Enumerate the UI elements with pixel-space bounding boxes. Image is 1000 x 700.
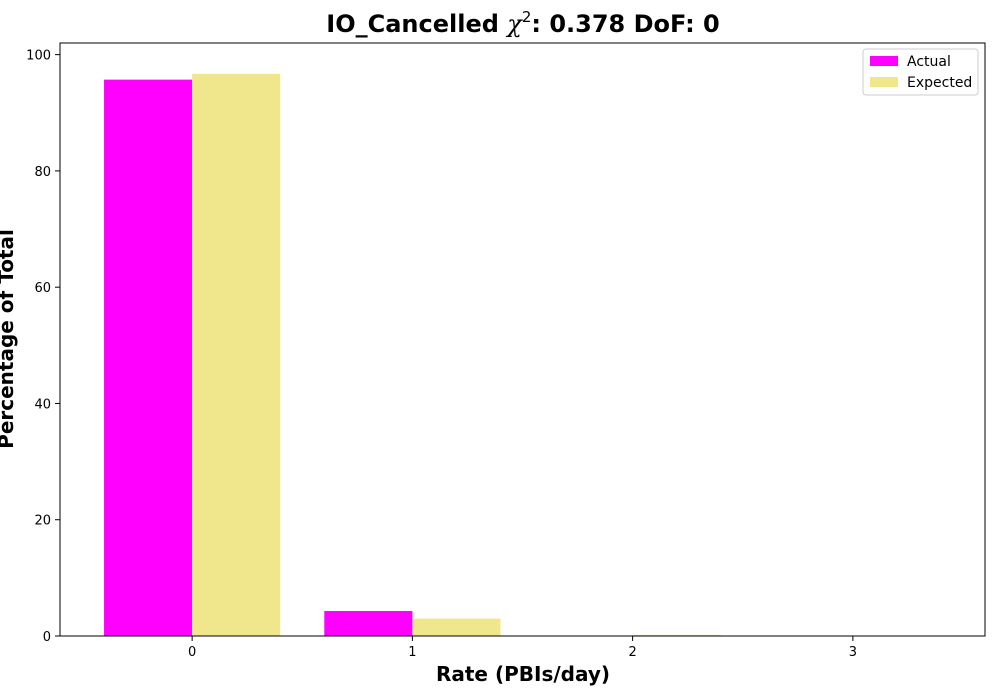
bar-actual-1 [324, 611, 413, 636]
legend-swatch-expected [870, 77, 898, 87]
x-tick-label: 1 [408, 645, 416, 660]
bar-actual-0 [104, 79, 193, 637]
x-tick-label: 2 [628, 645, 636, 660]
bars-layer [104, 73, 721, 637]
y-tick-label: 80 [34, 165, 51, 180]
bar-expected-1 [412, 618, 501, 636]
chart-title-suffix: : 0.378 DoF: 0 [531, 10, 719, 38]
y-tick-label: 20 [34, 514, 51, 529]
bar-expected-2 [632, 634, 721, 636]
axes-layer: 0 1 2 3 0 20 40 60 80 100 [26, 42, 986, 660]
legend-label-expected: Expected [907, 75, 972, 91]
chart-title-superscript: 2 [522, 8, 532, 26]
chart-title-chi: χ [505, 10, 523, 38]
bar-expected-0 [192, 73, 281, 636]
x-tick-label: 3 [849, 645, 857, 660]
y-axis-title: Percentage of Total [0, 229, 18, 449]
y-tick-label: 0 [43, 630, 51, 645]
y-tick-label: 100 [26, 49, 51, 64]
legend-label-actual: Actual [907, 54, 951, 70]
x-tick-label: 0 [188, 645, 196, 660]
chart-title-prefix: IO_Cancelled [326, 10, 507, 38]
plot-frame [59, 42, 986, 637]
y-tick-label: 40 [34, 397, 51, 412]
chart-title: IO_Cancelled χ2: 0.378 DoF: 0 [326, 8, 719, 38]
legend-swatch-actual [870, 56, 898, 66]
y-tick-label: 60 [34, 281, 51, 296]
legend: Actual Expected [862, 48, 979, 96]
x-axis-title: Rate (PBIs/day) [436, 662, 610, 686]
